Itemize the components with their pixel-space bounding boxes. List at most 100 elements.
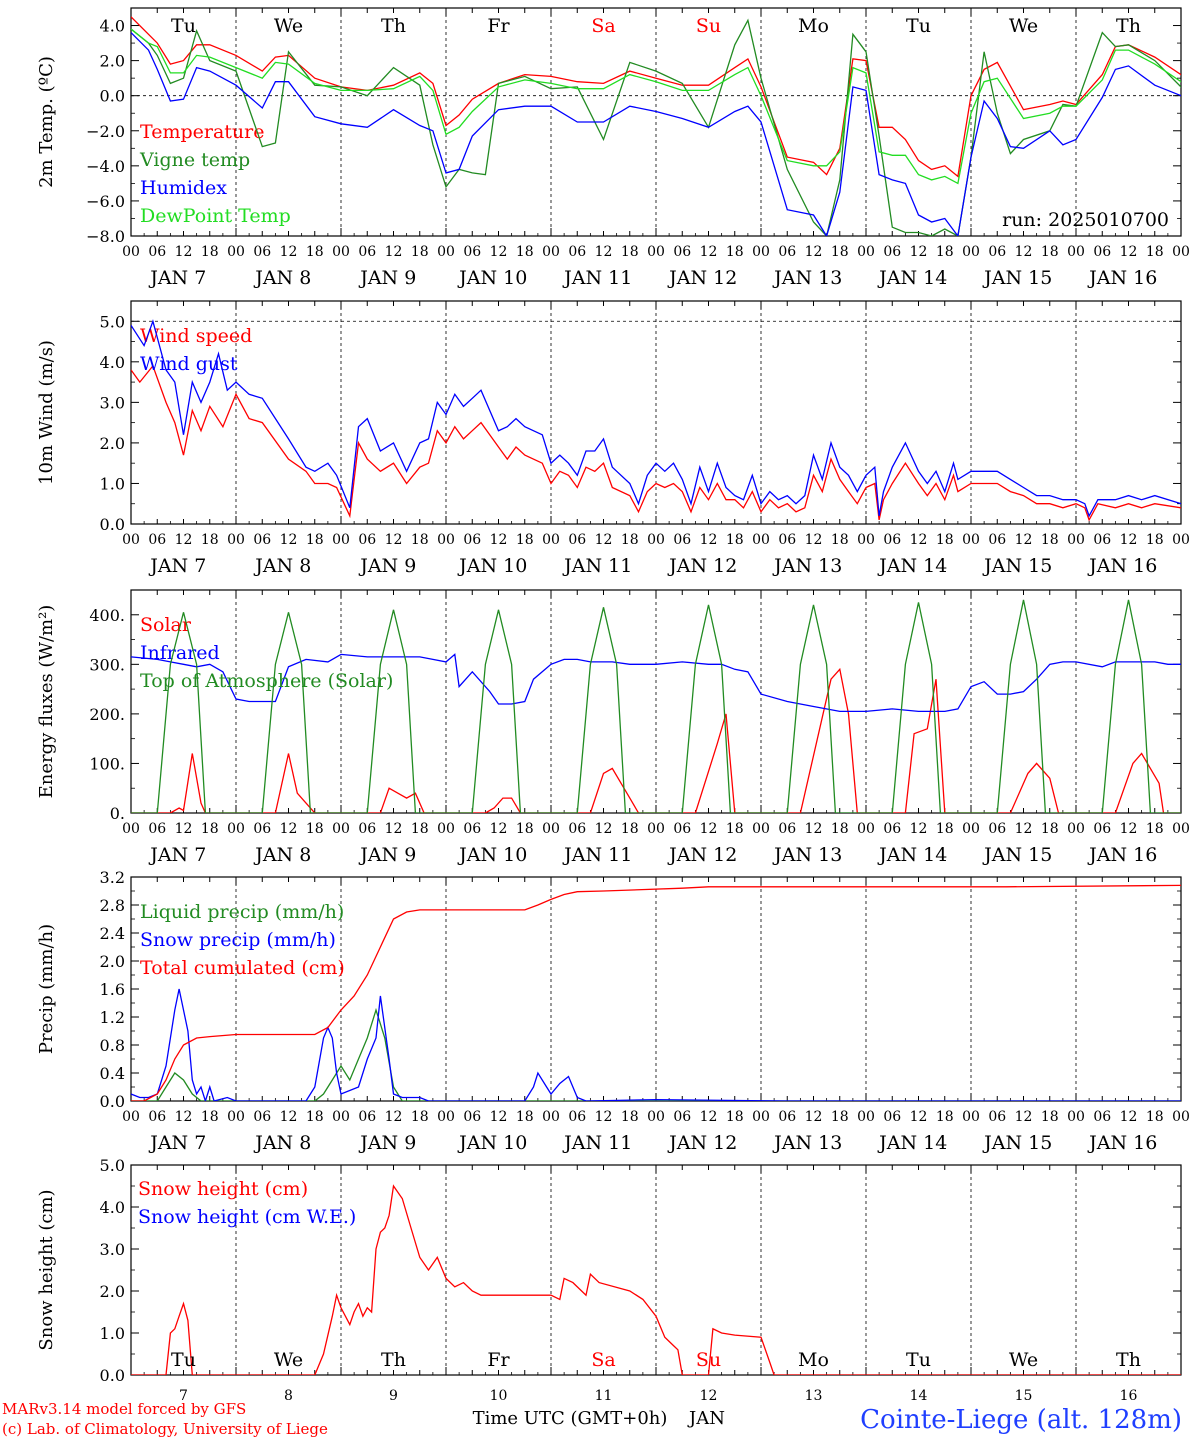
weekday-label: Th bbox=[1116, 1349, 1141, 1371]
y-tick-label: −8.0 bbox=[86, 227, 125, 246]
weekday-label: We bbox=[1009, 1349, 1038, 1371]
hour-tick-label: 00 bbox=[227, 532, 245, 548]
date-label: JAN 7 bbox=[148, 267, 206, 289]
hour-tick-label: 06 bbox=[463, 532, 481, 548]
hour-tick-label: 06 bbox=[148, 821, 166, 837]
hour-tick-label: 18 bbox=[726, 532, 744, 548]
y-tick-label: 5.0 bbox=[100, 312, 125, 331]
hour-tick-label: 12 bbox=[700, 821, 718, 837]
hour-tick-label: 18 bbox=[831, 244, 849, 260]
hour-tick-label: 00 bbox=[752, 821, 770, 837]
legend-entry: Solar bbox=[140, 614, 192, 636]
hour-tick-label: 00 bbox=[752, 532, 770, 548]
panel-frame bbox=[130, 589, 1182, 814]
date-label: JAN 15 bbox=[982, 555, 1052, 577]
hour-tick-label: 06 bbox=[673, 1109, 691, 1125]
footer-month-label: JAN bbox=[687, 1408, 725, 1429]
hour-tick-label: 18 bbox=[621, 244, 639, 260]
y-axis-label: 10m Wind (m/s) bbox=[36, 340, 57, 485]
hour-tick-label: 12 bbox=[700, 532, 718, 548]
date-label: JAN 13 bbox=[772, 555, 842, 577]
hour-tick-label: 06 bbox=[988, 821, 1006, 837]
series-line-solar bbox=[131, 667, 1181, 813]
hour-tick-label: 00 bbox=[332, 1109, 350, 1125]
hour-tick-label: 18 bbox=[201, 1109, 219, 1125]
y-tick-label: 2.4 bbox=[100, 924, 125, 943]
y-tick-label: −6.0 bbox=[86, 192, 125, 211]
y-tick-label: 0.0 bbox=[100, 515, 125, 534]
date-label: JAN 8 bbox=[253, 1132, 311, 1154]
y-tick-label: 0.4 bbox=[100, 1064, 125, 1083]
hour-tick-label: 00 bbox=[1067, 532, 1085, 548]
y-tick-label: 4.0 bbox=[100, 17, 125, 36]
hour-tick-label: 00 bbox=[857, 821, 875, 837]
hour-tick-label: 12 bbox=[385, 532, 403, 548]
hour-tick-label: 00 bbox=[542, 821, 560, 837]
hour-tick-label: 18 bbox=[1041, 1109, 1059, 1125]
hour-tick-label: 06 bbox=[568, 1109, 586, 1125]
hour-tick-label: 06 bbox=[883, 532, 901, 548]
hour-tick-label: 12 bbox=[700, 1109, 718, 1125]
legend-entry: Wind speed bbox=[140, 325, 252, 347]
hour-tick-label: 18 bbox=[516, 821, 534, 837]
hour-tick-label: 06 bbox=[673, 244, 691, 260]
date-label: JAN 10 bbox=[457, 555, 527, 577]
day-number-label: 10 bbox=[490, 1388, 508, 1404]
panel-3: 0. 100. 200. 300. 400. Energy fluxes (W/m²) So… bbox=[36, 589, 1190, 866]
hour-tick-label: 18 bbox=[516, 244, 534, 260]
hour-tick-label: 00 bbox=[332, 532, 350, 548]
hour-tick-label: 12 bbox=[595, 244, 613, 260]
hour-tick-label: 00 bbox=[437, 1109, 455, 1125]
hour-tick-label: 18 bbox=[411, 244, 429, 260]
hour-tick-label: 00 bbox=[962, 1109, 980, 1125]
hour-tick-label: 12 bbox=[805, 244, 823, 260]
hour-tick-label: 12 bbox=[490, 244, 508, 260]
series-line-wind-gust bbox=[131, 319, 1181, 518]
hour-tick-label: 12 bbox=[595, 821, 613, 837]
hour-tick-label: 18 bbox=[201, 244, 219, 260]
y-tick-label: 0.0 bbox=[100, 1092, 125, 1111]
hour-tick-label: 06 bbox=[253, 532, 271, 548]
hour-tick-label: 06 bbox=[358, 244, 376, 260]
day-number-label: 7 bbox=[179, 1388, 188, 1404]
date-label: JAN 12 bbox=[667, 1132, 737, 1154]
y-tick-label: 3.2 bbox=[100, 868, 125, 887]
y-tick-label: 4.0 bbox=[100, 353, 125, 372]
hour-tick-label: 18 bbox=[726, 821, 744, 837]
hour-tick-label: 06 bbox=[988, 244, 1006, 260]
y-axis-label: Precip (mm/h) bbox=[36, 924, 57, 1054]
date-label: JAN 9 bbox=[358, 844, 416, 866]
hour-tick-label: 00 bbox=[542, 244, 560, 260]
y-tick-label: 2.8 bbox=[100, 896, 125, 915]
series-line-snow-precip-mm-h bbox=[131, 988, 1181, 1101]
hour-tick-label: 00 bbox=[122, 1109, 140, 1125]
hour-tick-label: 12 bbox=[910, 1109, 928, 1125]
hour-tick-label: 18 bbox=[831, 1109, 849, 1125]
hour-tick-label: 12 bbox=[1120, 244, 1138, 260]
hour-tick-label: 12 bbox=[280, 821, 298, 837]
hour-tick-label: 18 bbox=[936, 244, 954, 260]
date-label: JAN 7 bbox=[148, 844, 206, 866]
hour-tick-label: 06 bbox=[568, 821, 586, 837]
y-tick-label: 2.0 bbox=[100, 1282, 125, 1301]
footer-lab-credit: (c) Lab. of Climatology, University of L… bbox=[2, 1420, 328, 1438]
panel-5: 0.0 1.0 2.0 3.0 4.0 5.0 Snow height (cm) Snow h… bbox=[36, 1156, 1182, 1404]
hour-tick-label: 00 bbox=[437, 532, 455, 548]
date-label: JAN 14 bbox=[877, 267, 947, 289]
series-line-snow-height-cm bbox=[131, 1184, 1181, 1375]
hour-tick-label: 00 bbox=[542, 1109, 560, 1125]
y-tick-label: 400. bbox=[89, 606, 125, 625]
hour-tick-label: 00 bbox=[227, 821, 245, 837]
hour-tick-label: 18 bbox=[306, 532, 324, 548]
date-label: JAN 8 bbox=[253, 555, 311, 577]
date-label: JAN 7 bbox=[148, 1132, 206, 1154]
hour-tick-label: 18 bbox=[411, 532, 429, 548]
hour-tick-label: 00 bbox=[647, 821, 665, 837]
hour-tick-label: 06 bbox=[673, 821, 691, 837]
hour-tick-label: 18 bbox=[411, 1109, 429, 1125]
hour-tick-label: 12 bbox=[385, 821, 403, 837]
hour-tick-label: 06 bbox=[463, 821, 481, 837]
y-tick-label: 5.0 bbox=[100, 1156, 125, 1175]
hour-tick-label: 00 bbox=[647, 244, 665, 260]
legend-entry: Humidex bbox=[140, 177, 227, 199]
